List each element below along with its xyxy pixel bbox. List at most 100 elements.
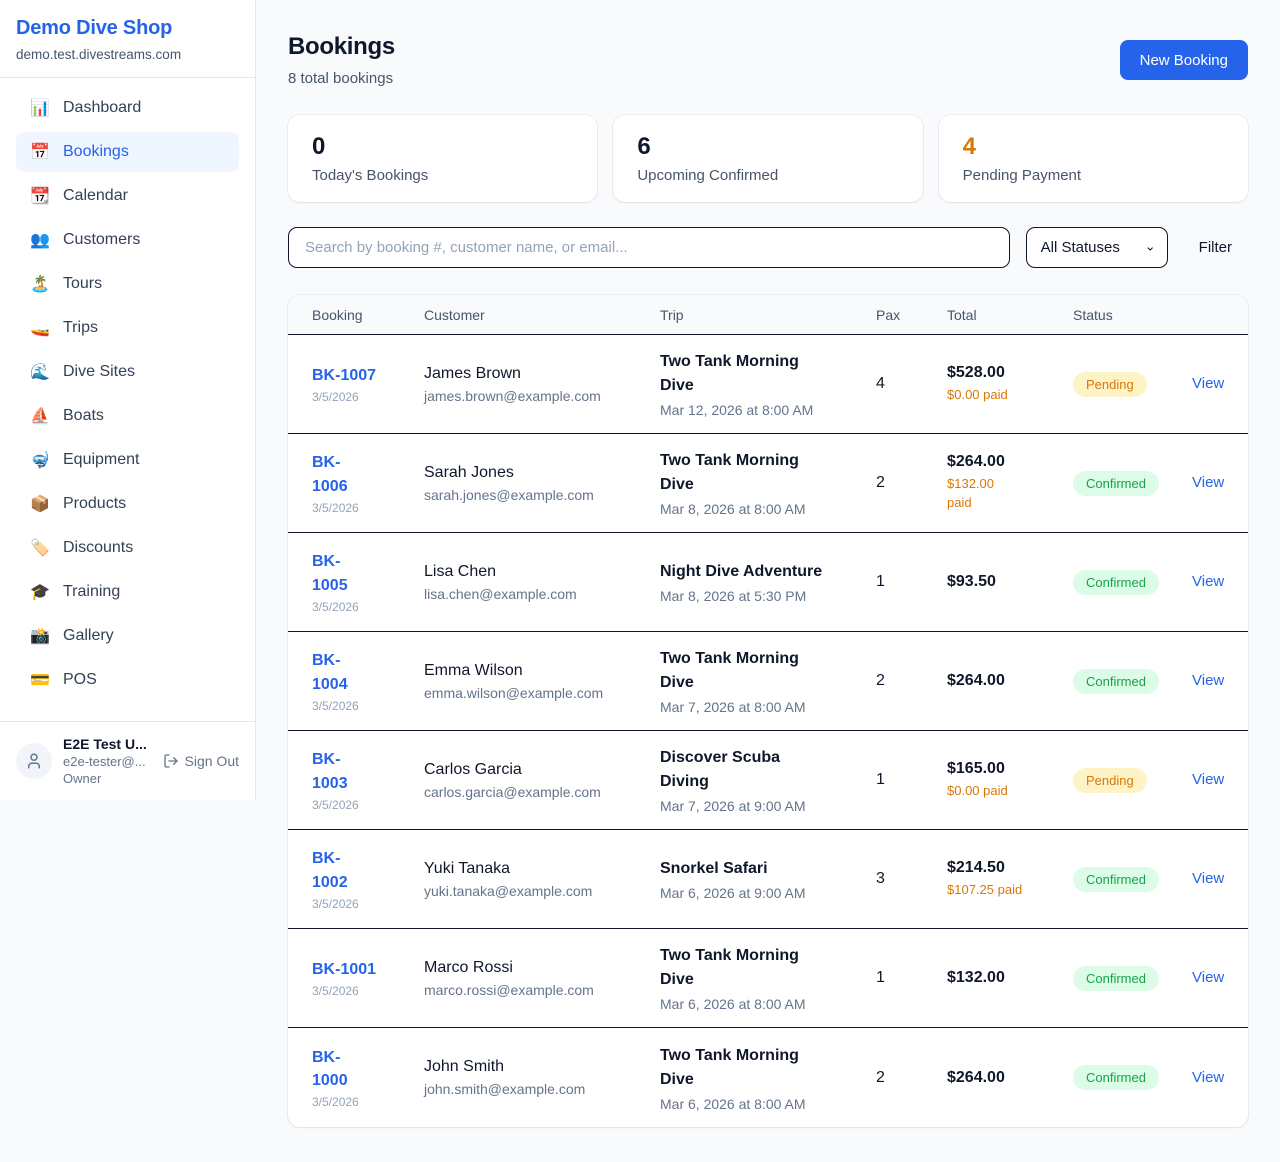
calendar-icon: 📆	[30, 188, 50, 205]
booking-id-link[interactable]: BK- 1000	[312, 1048, 348, 1089]
sidebar-item-label: Boats	[63, 407, 104, 424]
booking-id-link[interactable]: BK- 1002	[312, 850, 348, 891]
table-row: BK- 1005 3/5/2026 Lisa Chen lisa.chen@ex…	[288, 533, 1248, 632]
booking-date: 3/5/2026	[312, 599, 359, 614]
new-booking-button[interactable]: New Booking	[1119, 40, 1248, 80]
table-header: Booking Customer Trip Pax Total Status	[288, 295, 1248, 335]
trip-datetime: Mar 7, 2026 at 9:00 AM	[660, 798, 806, 814]
sidebar-item-boats[interactable]: ⛵ Boats	[16, 396, 239, 436]
sidebar: Demo Dive Shop demo.test.divestreams.com…	[0, 0, 256, 800]
customer-email: lisa.chen@example.com	[424, 585, 577, 602]
view-booking-link[interactable]: View	[1192, 870, 1225, 887]
booking-date: 3/5/2026	[312, 984, 359, 999]
booking-id-link[interactable]: BK-1007	[312, 366, 377, 384]
stat-value: 0	[312, 133, 326, 160]
status-badge: Pending	[1073, 767, 1147, 793]
trip-name: Two Tank Morning Dive	[660, 452, 799, 493]
view-booking-link[interactable]: View	[1192, 1068, 1225, 1086]
total-amount: $264.00	[947, 453, 1005, 471]
sidebar-item-label: Dive Sites	[63, 363, 136, 380]
customer-name: Carlos Garcia	[424, 760, 522, 778]
sidebar-item-bookings[interactable]: 📅 Bookings	[16, 132, 239, 172]
sidebar-nav: 📊 Dashboard 📅 Bookings 📆 Calendar 👥 Cust…	[0, 78, 255, 721]
customer-email: yuki.tanaka@example.com	[424, 882, 593, 899]
sidebar-item-label: Training	[63, 583, 121, 600]
total-amount: $264.00	[947, 672, 1005, 689]
trip-name: Snorkel Safari	[660, 860, 768, 877]
view-booking-link[interactable]: View	[1192, 969, 1225, 986]
view-booking-link[interactable]: View	[1192, 573, 1225, 590]
status-badge: Confirmed	[1073, 1065, 1159, 1090]
customers-icon: 👥	[30, 232, 50, 249]
total-amount: $214.50	[947, 858, 1005, 876]
stat-label: Pending Payment	[962, 167, 1082, 184]
customer-email: john.smith@example.com	[424, 1081, 586, 1097]
sidebar-item-training[interactable]: 🎓 Training	[16, 572, 239, 612]
stat-card-todays-bookings: 0 Today's Bookings	[288, 115, 598, 202]
trip-name: Two Tank Morning Dive	[660, 650, 799, 691]
customer-email: sarah.jones@example.com	[424, 486, 594, 503]
booking-id-link[interactable]: BK-1001	[312, 960, 377, 978]
bookings-table: Booking Customer Trip Pax Total Status B…	[288, 295, 1248, 1127]
booking-id-link[interactable]: BK- 1004	[312, 652, 348, 693]
view-booking-link[interactable]: View	[1192, 375, 1225, 392]
column-header-customer: Customer	[424, 306, 485, 323]
filter-button[interactable]: Filter	[1198, 239, 1232, 256]
sidebar-item-label: Customers	[63, 231, 141, 248]
paid-amount: $0.00 paid	[947, 386, 1008, 402]
trip-name: Two Tank Morning Dive	[660, 947, 799, 988]
table-body: BK-1007 3/5/2026 James Brown james.brown…	[288, 335, 1248, 1127]
sidebar-item-gallery[interactable]: 📸 Gallery	[16, 616, 239, 656]
pax-count: 1	[876, 969, 885, 986]
sidebar-item-tours[interactable]: 🏝️ Tours	[16, 264, 239, 304]
page-header: Bookings 8 total bookings New Booking	[288, 33, 1248, 87]
view-booking-link[interactable]: View	[1192, 771, 1225, 788]
pax-count: 2	[876, 1068, 885, 1086]
brand-block: Demo Dive Shop demo.test.divestreams.com	[0, 0, 255, 78]
sidebar-item-equipment[interactable]: 🤿 Equipment	[16, 440, 239, 480]
table-row: BK-1001 3/5/2026 Marco Rossi marco.rossi…	[288, 929, 1248, 1028]
user-icon	[28, 753, 40, 769]
sidebar-item-label: Products	[63, 495, 127, 512]
stats-row: 0 Today's Bookings 6 Upcoming Confirmed …	[288, 115, 1248, 202]
table-row: BK- 1002 3/5/2026 Yuki Tanaka yuki.tanak…	[288, 830, 1248, 929]
trip-datetime: Mar 7, 2026 at 8:00 AM	[660, 699, 806, 715]
bookings-icon: 📅	[30, 144, 50, 161]
customer-email: carlos.garcia@example.com	[424, 783, 601, 800]
table-row: BK- 1003 3/5/2026 Carlos Garcia carlos.g…	[288, 731, 1248, 830]
search-input[interactable]	[288, 227, 1010, 268]
sidebar-item-products[interactable]: 📦 Products	[16, 484, 239, 524]
trip-name: Discover Scuba Diving	[660, 749, 781, 790]
booking-date: 3/5/2026	[312, 1095, 359, 1110]
sidebar-item-customers[interactable]: 👥 Customers	[16, 220, 239, 260]
stat-card-upcoming-confirmed: 6 Upcoming Confirmed	[613, 115, 923, 202]
sidebar-item-calendar[interactable]: 📆 Calendar	[16, 176, 239, 216]
booking-id-link[interactable]: BK- 1005	[312, 553, 348, 594]
boats-icon: ⛵	[30, 408, 50, 425]
pos-icon: 💳	[30, 672, 50, 689]
trip-datetime: Mar 6, 2026 at 8:00 AM	[660, 996, 806, 1012]
status-filter-select[interactable]: All Statuses	[1026, 228, 1167, 267]
sidebar-item-dive-sites[interactable]: 🌊 Dive Sites	[16, 352, 239, 392]
pax-count: 1	[876, 573, 885, 590]
paid-amount: $107.25 paid	[947, 881, 1023, 897]
total-amount: $528.00	[947, 363, 1005, 381]
sidebar-item-dashboard[interactable]: 📊 Dashboard	[16, 88, 239, 128]
customer-email: james.brown@example.com	[424, 387, 601, 404]
sidebar-item-pos[interactable]: 💳 POS	[16, 660, 239, 700]
sidebar-item-trips[interactable]: 🚤 Trips	[16, 308, 239, 348]
sidebar-item-label: Bookings	[63, 143, 129, 160]
view-booking-link[interactable]: View	[1192, 672, 1225, 689]
booking-id-link[interactable]: BK- 1003	[312, 751, 348, 792]
total-amount: $165.00	[947, 759, 1005, 777]
status-filter: All Statuses ⌄	[1025, 227, 1168, 268]
booking-id-link[interactable]: BK- 1006	[312, 454, 348, 495]
table-row: BK- 1004 3/5/2026 Emma Wilson emma.wilso…	[288, 632, 1248, 731]
booking-date: 3/5/2026	[312, 896, 359, 911]
sign-out-button[interactable]: Sign Out	[163, 753, 239, 769]
status-badge: Confirmed	[1073, 569, 1159, 595]
sidebar-item-discounts[interactable]: 🏷️ Discounts	[16, 528, 239, 568]
trip-name: Night Dive Adventure	[660, 563, 823, 580]
view-booking-link[interactable]: View	[1192, 474, 1225, 491]
sidebar-footer: E2E Test U... e2e-tester@... Owner Sign …	[0, 721, 255, 800]
